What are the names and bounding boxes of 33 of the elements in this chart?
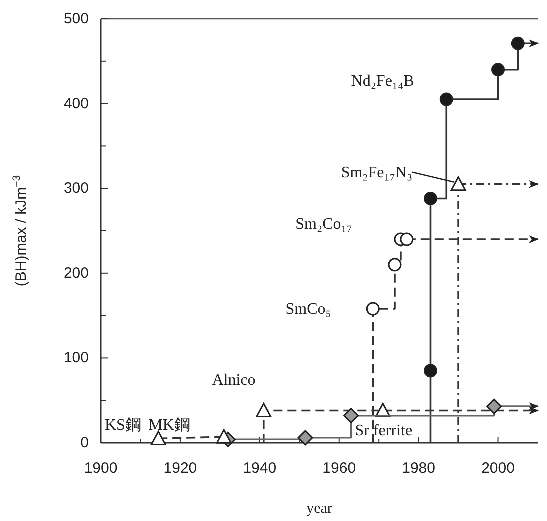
x-tick-label: 1900: [84, 460, 118, 477]
point: [388, 258, 402, 272]
y-tick-label: 300: [64, 180, 89, 198]
annotation: MK鋼: [148, 416, 190, 434]
y-tick-label: 200: [64, 264, 89, 282]
annotation: KS鋼: [104, 416, 142, 434]
point: [298, 430, 314, 446]
y-tick-label: 500: [64, 10, 89, 28]
point: [400, 232, 414, 246]
point: [344, 408, 360, 424]
x-axis-title: year: [306, 501, 332, 517]
x-tick-label: 1920: [164, 460, 198, 477]
x-tick-label: 1940: [243, 460, 277, 477]
annotation: Sm₂Co₁₇: [296, 216, 352, 233]
point: [424, 192, 438, 206]
y-tick-label: 400: [64, 95, 89, 112]
annotation: Alnico: [212, 372, 256, 389]
x-tick-label: 1960: [322, 460, 356, 477]
annotation: Nd₂Fe₁₄B: [351, 72, 414, 90]
point: [486, 398, 502, 414]
point: [424, 364, 438, 378]
y-tick-label: 100: [64, 350, 89, 367]
annotation: Sm₂Fe₁₇N₃: [341, 164, 455, 183]
annotation: Sm₂Fe₁₇N₃: [341, 164, 413, 181]
annotation: Sr ferrite: [355, 422, 413, 439]
x-tick-label: 1980: [402, 460, 436, 477]
point: [440, 92, 454, 106]
point: [511, 36, 525, 50]
x-tick-label: 2000: [482, 460, 515, 477]
y-tick-label: 0: [80, 434, 89, 452]
point: [366, 302, 380, 316]
point: [492, 63, 506, 77]
annotation: SmCo₅: [286, 300, 332, 318]
